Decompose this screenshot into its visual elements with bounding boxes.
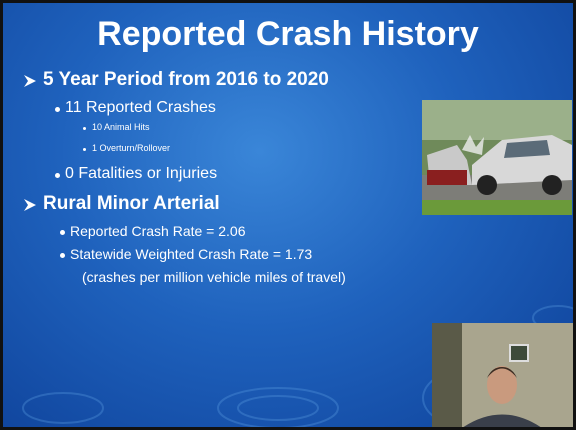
- arrow-bullet: [24, 75, 36, 87]
- bullet: [60, 230, 65, 235]
- bullet: [83, 148, 86, 151]
- bullet-item: 0 Fatalities or Injuries: [65, 165, 218, 182]
- crash-photo: [422, 100, 572, 215]
- slide-title: Reported Crash History: [97, 15, 479, 53]
- arrow-bullet: [24, 199, 36, 211]
- sub-item: 10 Animal Hits: [92, 122, 150, 132]
- note: (crashes per million vehicle miles of tr…: [82, 269, 346, 285]
- bullet: [55, 173, 60, 178]
- bullet: [55, 107, 60, 112]
- section-heading: Rural Minor Arterial: [43, 193, 220, 214]
- bullet-item: Statewide Weighted Crash Rate = 1.73: [70, 246, 313, 262]
- bullet: [83, 127, 86, 130]
- webcam-video: [432, 323, 573, 427]
- section-heading: 5 Year Period from 2016 to 2020: [43, 69, 329, 90]
- sub-item: 1 Overturn/Rollover: [92, 143, 171, 153]
- bullet-item: Reported Crash Rate = 2.06: [70, 223, 246, 239]
- bullet: [60, 253, 65, 258]
- bullet-item: 11 Reported Crashes: [65, 99, 216, 116]
